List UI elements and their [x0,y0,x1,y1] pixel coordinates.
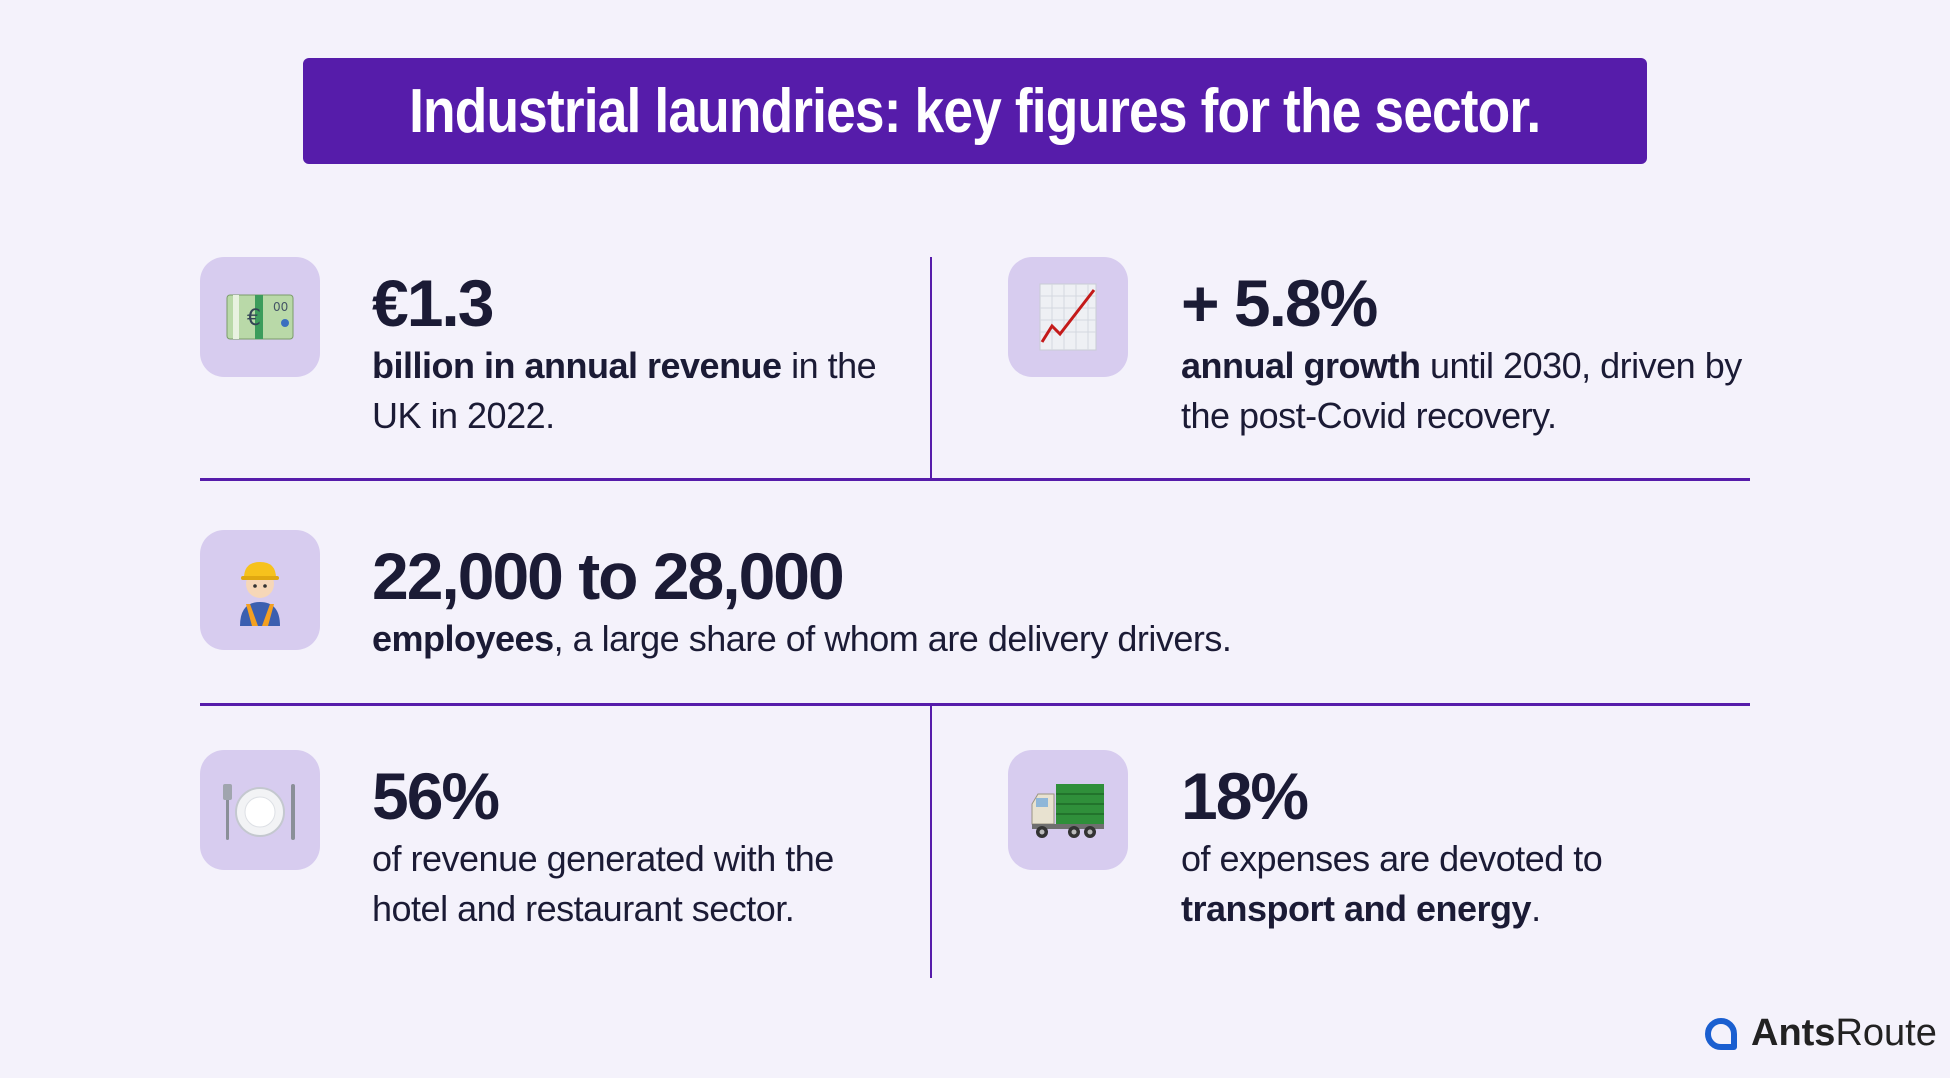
stat-expenses: 18% of expenses are devoted to transport… [1181,758,1741,934]
logo-text-regular: Route [1835,1012,1937,1054]
column-divider [930,257,932,479]
stat-highlight: transport and energy [1181,888,1532,929]
stat-hotel-restaurant: 56% of revenue generated with the hotel … [372,758,912,934]
stat-highlight: employees [372,618,554,659]
svg-text:€: € [247,306,261,331]
chart-increasing-icon [1039,283,1097,351]
stat-icon-box [200,750,320,870]
stat-text: of expenses are devoted to [1181,838,1603,879]
stat-value: + 5.8% [1181,266,1378,340]
page-title: Industrial laundries: key figures for th… [409,76,1541,146]
stat-growth: + 5.8% annual growth until 2030, driven … [1181,265,1761,441]
delivery-truck-icon [1031,784,1104,838]
stat-text-end: . [1531,888,1541,929]
stat-icon-box: € 00 [200,257,320,377]
stat-value: €1.3 [372,266,494,340]
stat-value: 22,000 to 28,000 [372,539,845,613]
stat-description: employees, a large share of whom are del… [372,614,1672,664]
stat-icon-box [1008,750,1128,870]
stat-description: of expenses are devoted to transport and… [1181,834,1741,934]
logo-text: AntsRoute [1751,1012,1937,1055]
stat-icon-box [1008,257,1128,377]
stat-description: annual growth until 2030, driven by the … [1181,341,1761,441]
column-divider [930,705,932,978]
stat-highlight: annual growth [1181,345,1421,386]
row-divider [200,478,1750,481]
stat-employees: 22,000 to 28,000 employees, a large shar… [372,538,1672,664]
stat-icon-box [200,530,320,650]
logo-text-bold: Ants [1751,1012,1836,1054]
stat-revenue: €1.3 billion in annual revenue in the UK… [372,265,892,441]
title-banner: Industrial laundries: key figures for th… [303,58,1647,164]
antsroute-logo: AntsRoute [1705,1012,1937,1055]
fork-knife-plate-icon [223,784,295,840]
stat-description: billion in annual revenue in the UK in 2… [372,341,892,441]
stat-highlight: billion in annual revenue [372,345,782,386]
row-divider [200,703,1750,706]
svg-text:00: 00 [273,300,288,314]
antsroute-logo-icon [1705,1017,1737,1050]
stat-text: in the UK in 2022. [372,345,877,436]
stat-description: of revenue generated with the hotel and … [372,838,834,929]
stat-text: , a large share of whom are delivery dri… [553,618,1232,659]
stat-value: 56% [372,759,500,833]
stat-value: 18% [1181,759,1309,833]
construction-worker-icon [240,562,280,626]
stat-text: until 2030, driven by the post-Covid rec… [1181,345,1742,436]
euro-banknote-icon: € 00 [226,294,294,340]
